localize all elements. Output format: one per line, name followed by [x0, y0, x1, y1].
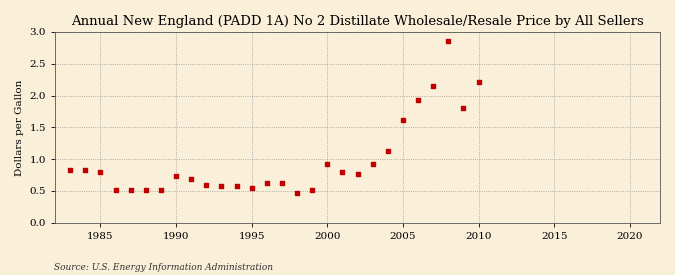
Point [322, 162, 333, 166]
Point [412, 98, 423, 102]
Point [443, 39, 454, 44]
Point [140, 188, 151, 192]
Point [126, 188, 136, 192]
Point [428, 84, 439, 88]
Point [95, 170, 106, 174]
Point [337, 170, 348, 175]
Point [277, 180, 288, 185]
Point [306, 188, 317, 192]
Point [246, 186, 257, 190]
Point [352, 172, 363, 177]
Point [292, 191, 302, 195]
Point [382, 149, 393, 154]
Point [398, 118, 408, 123]
Title: Annual New England (PADD 1A) No 2 Distillate Wholesale/Resale Price by All Selle: Annual New England (PADD 1A) No 2 Distil… [71, 15, 644, 28]
Point [65, 168, 76, 172]
Point [216, 184, 227, 189]
Point [110, 188, 121, 192]
Point [231, 184, 242, 189]
Point [186, 177, 196, 182]
Point [201, 182, 212, 187]
Point [367, 161, 378, 166]
Y-axis label: Dollars per Gallon: Dollars per Gallon [15, 79, 24, 175]
Point [171, 174, 182, 178]
Text: Source: U.S. Energy Information Administration: Source: U.S. Energy Information Administ… [54, 263, 273, 272]
Point [155, 188, 166, 192]
Point [80, 168, 90, 172]
Point [458, 105, 469, 110]
Point [473, 79, 484, 84]
Point [261, 180, 272, 185]
